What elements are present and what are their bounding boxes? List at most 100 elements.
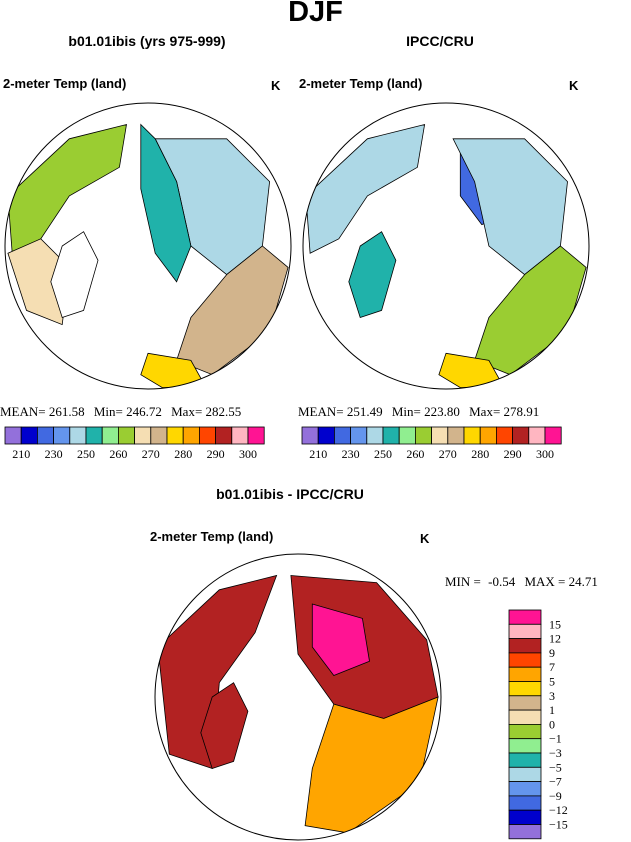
colorbar-swatch [508,638,542,654]
colorbar-tick-label: 250 [77,447,95,461]
panel3-min-label: MIN = [445,574,481,589]
panel2-mean-label: MEAN= [298,404,344,419]
panel1-mean-label: MEAN= [0,404,46,419]
colorbar-swatch [447,426,465,445]
colorbar-swatch [231,426,249,445]
colorbar-tick-label: 300 [536,447,554,461]
colorbar-tick-label: 250 [374,447,392,461]
panel2-max: 278.91 [503,404,540,419]
colorbar-swatch [479,426,497,445]
colorbar-swatch [508,609,542,625]
colorbar-swatch [198,426,216,445]
colorbar-tick-label: −12 [549,803,568,817]
map-regions [7,123,289,389]
panel3-title: b01.01ibis - IPCC/CRU [216,486,364,502]
colorbar-tick-label: −15 [549,818,568,832]
colorbar-swatch [37,426,55,445]
colorbar-tick-label: 290 [207,447,225,461]
colorbar-swatch [101,426,119,445]
colorbar-tick-label: −1 [549,732,562,746]
colorbar-swatch [508,809,542,825]
colorbar-swatch [508,709,542,725]
colorbar-swatch [508,752,542,768]
colorbar-tick-label: 15 [549,617,561,631]
panel3-max-label: MAX = [524,574,566,589]
map-3 [154,553,442,841]
panel2-variable-label: 2-meter Temp (land) [299,76,423,91]
colorbar-swatch [150,426,168,445]
panel2-min: 223.80 [424,404,460,419]
colorbar-swatch [414,426,432,445]
map-2 [302,102,590,390]
colorbar-tick-label: 5 [549,675,555,689]
panel2-units: K [569,78,579,93]
map-border [154,553,442,841]
colorbar-swatch [333,426,351,445]
colorbar-1: 210 230 250 260 270 280 290 300 [4,426,265,461]
map-regions [157,574,439,834]
colorbar-tick-label: 3 [549,689,555,703]
colorbar-tick-label: −9 [549,789,562,803]
region-n-america [157,574,278,770]
map-border [4,102,292,390]
panel2-min-label: Min= [391,404,421,419]
page-title: DJF [288,0,343,28]
panel1-title: b01.01ibis (yrs 975-999) [68,33,226,49]
colorbar-tick-label: 290 [504,447,522,461]
colorbar-2: 210 230 250 260 270 280 290 300 [301,426,562,461]
colorbar-swatch [382,426,400,445]
map-1 [4,102,292,390]
colorbar-tick-label: 0 [549,717,555,731]
panel3-stats: MIN = -0.54 MAX = 24.71 [445,574,598,590]
colorbar-swatch [512,426,530,445]
region-eurasia-south [474,245,587,376]
colorbar-swatch [247,426,265,445]
colorbar-swatch [528,426,546,445]
colorbar-tick-label: −5 [549,760,562,774]
colorbar-swatch [134,426,152,445]
colorbar-tick-label: 230 [45,447,63,461]
colorbar-tick-label: 280 [174,447,192,461]
panel3-units: K [420,531,430,546]
panel2-max-label: Max= [469,404,501,419]
colorbar-tick-label: 260 [109,447,127,461]
panel3-min: -0.54 [488,574,516,589]
panel3-variable-label: 2-meter Temp (land) [150,529,274,544]
colorbar-swatch [544,426,562,445]
panel2-stats: MEAN= 251.49 Min= 223.80 Max= 278.91 [298,404,539,420]
panel1-max: 282.55 [205,404,242,419]
colorbar-swatch [366,426,384,445]
colorbar-tick-label: 7 [549,660,555,674]
panel1-min-label: Min= [93,404,123,419]
panel1-stats: MEAN= 261.58 Min= 246.72 Max= 282.55 [0,404,241,420]
colorbar-tick-label: 210 [12,447,30,461]
colorbar-swatch [182,426,200,445]
colorbar-swatch [508,824,542,840]
colorbar-swatch [508,781,542,797]
colorbar-swatch [508,766,542,782]
colorbar-tick-label: −7 [549,775,562,789]
colorbar-swatch [508,724,542,740]
region-eurasia-teal [140,123,192,283]
map-border [302,102,590,390]
panel3-max: 24.71 [568,574,598,589]
colorbar-swatch [53,426,71,445]
colorbar-tick-label: 270 [439,447,457,461]
region-europe-asia-south [304,696,439,834]
colorbar-swatch [398,426,416,445]
colorbar-swatch [508,738,542,754]
panel1-max-label: Max= [171,404,203,419]
colorbar-swatch [215,426,233,445]
region-greenland [200,682,249,770]
colorbar-swatch [463,426,481,445]
colorbar-tick-label: 230 [342,447,360,461]
colorbar-tick-label: 260 [406,447,424,461]
colorbar-swatch [508,652,542,668]
colorbar-tick-label: 9 [549,646,555,660]
colorbar-tick-label: 210 [309,447,327,461]
colorbar-swatch [20,426,38,445]
colorbar-tick-label: 1 [549,703,555,717]
